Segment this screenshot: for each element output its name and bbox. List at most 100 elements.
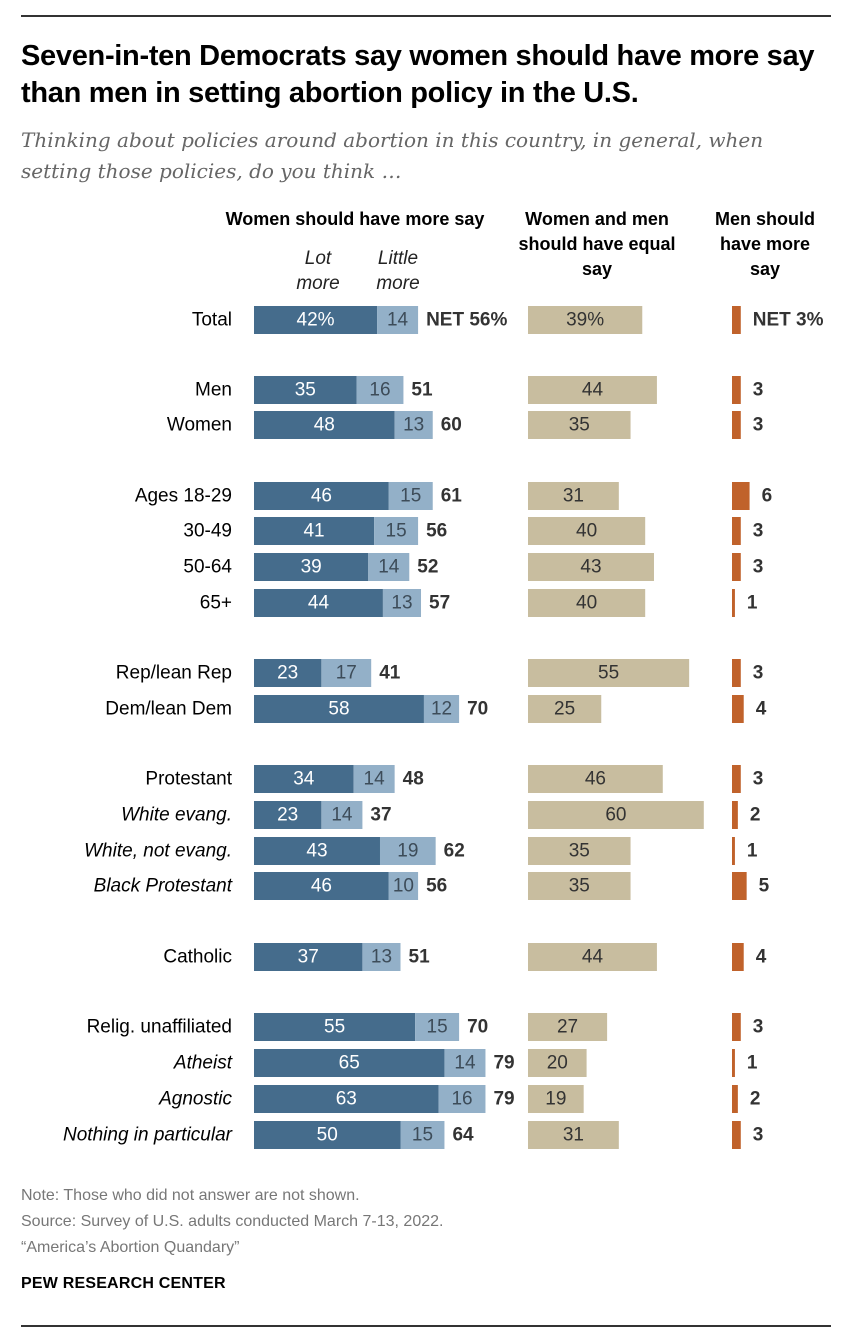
label-net-agnostic: 79	[493, 1089, 514, 1110]
bottom-rule	[21, 1325, 831, 1327]
label-lot-more-black-protestant: 46	[311, 876, 332, 897]
row-label-protestant: Protestant	[145, 769, 232, 790]
label-lot-more-women: 48	[314, 415, 335, 436]
chart-title: Seven-in-ten Democrats say women should …	[21, 40, 815, 109]
label-little-more-women: 13	[403, 415, 424, 436]
bar-equal-say-nothing-in-particular	[528, 1121, 619, 1149]
bar-men-more-men	[732, 376, 741, 404]
label-little-more-dem-lean-dem: 12	[431, 699, 452, 720]
label-lot-more-white-not-evang: 43	[306, 841, 327, 862]
label-men-more-women: 3	[753, 415, 764, 436]
row-label-atheist: Atheist	[173, 1053, 233, 1074]
row-label-65: 65+	[200, 593, 232, 614]
row-label-relig-unaffiliated: Relig. unaffiliated	[87, 1017, 232, 1038]
bar-men-more-catholic	[732, 943, 744, 971]
bar-little-more-rep-lean-rep	[321, 659, 372, 687]
bar-lot-more-protestant	[254, 765, 354, 793]
top-rule	[21, 15, 831, 17]
label-net-white-evang: 37	[370, 805, 391, 826]
label-lot-more-rep-lean-rep: 23	[277, 663, 298, 684]
header-lot-more: Lot more	[296, 248, 340, 294]
bar-lot-more-65	[254, 589, 383, 617]
bar-men-more-dem-lean-dem	[732, 695, 744, 723]
bar-men-more-total	[732, 306, 741, 334]
label-little-more-30-49: 15	[386, 521, 407, 542]
bar-equal-say-white-evang	[528, 801, 704, 829]
bar-equal-say-ages-18-29	[528, 482, 619, 510]
label-net-dem-lean-dem: 70	[467, 699, 488, 720]
label-equal-say-65: 40	[576, 593, 597, 614]
row-label-white-evang: White evang.	[121, 805, 232, 826]
label-net-white-not-evang: 62	[444, 841, 465, 862]
label-men-more-65: 1	[747, 593, 758, 614]
row-label-dem-lean-dem: Dem/lean Dem	[105, 699, 232, 720]
label-net-30-49: 56	[426, 521, 447, 542]
row-label-ages-18-29: Ages 18-29	[135, 486, 232, 507]
bar-lot-more-catholic	[254, 943, 363, 971]
bar-men-more-atheist	[732, 1049, 735, 1077]
label-men-more-30-49: 3	[753, 521, 764, 542]
label-men-more-atheist: 1	[747, 1053, 758, 1074]
bar-lot-more-ages-18-29	[254, 482, 389, 510]
row-label-women: Women	[167, 415, 232, 436]
bar-chart: Total 42% 14 NET 56% 39% NET 3%Men 35 16 51 44 3Wo…	[63, 306, 824, 1149]
bar-little-more-dem-lean-dem	[423, 695, 460, 723]
label-men-more-white-evang: 2	[750, 805, 761, 826]
label-lot-more-men: 35	[295, 380, 316, 401]
bar-equal-say-atheist	[528, 1049, 587, 1077]
label-lot-more-total: 42%	[297, 310, 335, 331]
label-men-more-total: NET 3%	[753, 310, 824, 331]
label-lot-more-dem-lean-dem: 58	[328, 699, 349, 720]
label-lot-more-catholic: 37	[298, 947, 319, 968]
report-title: “America’s Abortion Quandary”	[21, 1239, 240, 1256]
label-little-more-65: 13	[391, 593, 412, 614]
chart-subtitle: Thinking about policies around abortion …	[21, 128, 764, 183]
bar-lot-more-nothing-in-particular	[254, 1121, 401, 1149]
label-net-rep-lean-rep: 41	[379, 663, 401, 684]
bar-little-more-50-64	[368, 553, 410, 581]
label-net-ages-18-29: 61	[441, 486, 463, 507]
row-label-catholic: Catholic	[163, 947, 232, 968]
row-label-total: Total	[192, 310, 232, 331]
row-label-white-not-evang: White, not evang.	[84, 841, 232, 862]
bar-men-more-black-protestant	[732, 872, 747, 900]
label-little-more-white-evang: 14	[331, 805, 353, 826]
bar-lot-more-white-evang	[254, 801, 322, 829]
header-equal-say: Women and men should have equal say	[518, 209, 676, 279]
bar-equal-say-total	[528, 306, 643, 334]
label-men-more-protestant: 3	[753, 769, 764, 790]
label-net-65: 57	[429, 593, 450, 614]
bar-equal-say-women	[528, 411, 631, 439]
bar-little-more-agnostic	[438, 1085, 486, 1113]
label-net-women: 60	[441, 415, 462, 436]
label-equal-say-50-64: 43	[580, 557, 601, 578]
row-label-50-64: 50-64	[183, 557, 232, 578]
label-lot-more-65: 44	[308, 593, 330, 614]
label-little-more-50-64: 14	[378, 557, 400, 578]
label-equal-say-atheist: 20	[547, 1053, 568, 1074]
label-little-more-catholic: 13	[371, 947, 392, 968]
source-text: Source: Survey of U.S. adults conducted …	[21, 1213, 444, 1230]
bar-equal-say-white-not-evang	[528, 837, 631, 865]
row-label-nothing-in-particular: Nothing in particular	[63, 1125, 233, 1146]
bar-little-more-nothing-in-particular	[400, 1121, 445, 1149]
bar-little-more-women	[394, 411, 433, 439]
label-men-more-ages-18-29: 6	[762, 486, 773, 507]
bar-men-more-30-49	[732, 517, 741, 545]
label-men-more-nothing-in-particular: 3	[753, 1125, 764, 1146]
bar-men-more-ages-18-29	[732, 482, 750, 510]
bar-men-more-women	[732, 411, 741, 439]
label-equal-say-relig-unaffiliated: 27	[557, 1017, 578, 1038]
brand-logo-text: PEW RESEARCH CENTER	[21, 1275, 226, 1292]
bar-little-more-white-not-evang	[379, 837, 436, 865]
label-men-more-50-64: 3	[753, 557, 764, 578]
bar-little-more-total	[377, 306, 419, 334]
label-net-relig-unaffiliated: 70	[467, 1017, 488, 1038]
label-equal-say-white-not-evang: 35	[569, 841, 590, 862]
bar-equal-say-catholic	[528, 943, 657, 971]
row-label-30-49: 30-49	[183, 521, 232, 542]
bar-equal-say-protestant	[528, 765, 663, 793]
bar-little-more-catholic	[362, 943, 401, 971]
label-equal-say-total: 39%	[566, 310, 604, 331]
bar-men-more-white-not-evang	[732, 837, 735, 865]
